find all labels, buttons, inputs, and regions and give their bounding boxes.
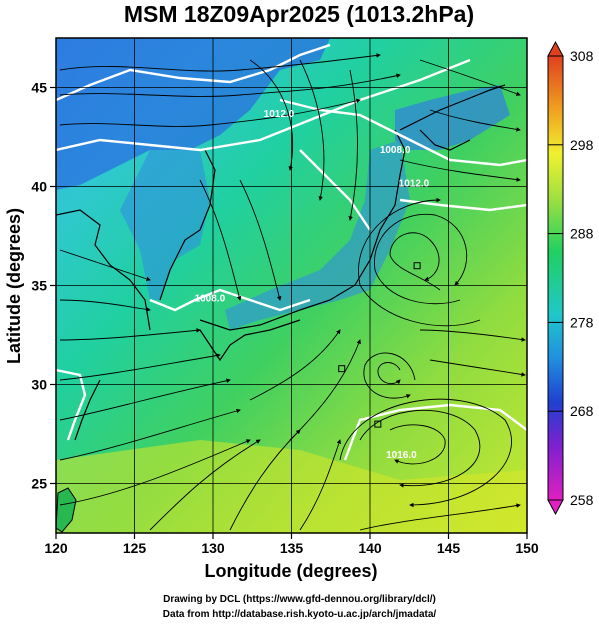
x-axis-ticks: 120 125 130 135 140 145 150	[44, 533, 539, 556]
map-title: MSM 18Z09Apr2025 (1013.2hPa)	[124, 1, 474, 27]
colorbar-tick-label: 298	[570, 137, 594, 153]
y-axis-label: Latitude (degrees)	[4, 208, 24, 364]
cold-region-manchuria	[56, 38, 330, 190]
y-tick-label: 30	[31, 377, 47, 393]
x-tick-label: 130	[201, 540, 225, 556]
colorbar-tick-label: 288	[570, 226, 594, 242]
contour-label: 1008.0	[380, 145, 411, 156]
colorbar-gradient	[547, 55, 564, 501]
contour-label: 1012.0	[399, 179, 430, 190]
credit-data: Data from http://database.rish.kyoto-u.a…	[162, 609, 437, 620]
contour-label: 1008.0	[195, 293, 226, 304]
x-tick-label: 145	[437, 540, 461, 556]
x-tick-label: 120	[44, 540, 68, 556]
low-center-marker	[338, 365, 346, 373]
x-tick-label: 135	[280, 540, 304, 556]
x-tick-label: 140	[358, 540, 382, 556]
colorbar-tick-label: 278	[570, 314, 594, 330]
cold-region-honshu	[225, 140, 410, 330]
wind-streamlines	[59, 53, 526, 531]
colorbar-min-triangle	[547, 499, 564, 516]
colorbar-tick-label: 258	[570, 492, 594, 508]
contour-label: 1012.0	[264, 109, 295, 120]
colorbar-max-triangle	[547, 40, 564, 57]
y-tick-label: 45	[31, 80, 47, 96]
y-axis-ticks: 25 30 35 40 45	[31, 80, 56, 492]
contour-labels: 1012.0 1012.0 1008.0 1008.0 1016.0	[195, 109, 430, 461]
contour-label: 1016.0	[386, 450, 417, 461]
y-tick-label: 40	[31, 179, 47, 195]
map-plot-area: 1012.0 1012.0 1008.0 1008.0 1016.0	[56, 38, 527, 533]
taiwan-island	[56, 487, 77, 533]
colorbar-tick-label: 308	[570, 48, 594, 64]
x-tick-label: 125	[123, 540, 147, 556]
x-axis-label: Longitude (degrees)	[204, 561, 377, 581]
low-center-marker	[413, 262, 421, 270]
coastlines	[56, 84, 506, 441]
pressure-contours	[56, 43, 527, 461]
graticule	[56, 38, 527, 533]
x-tick-label: 150	[515, 540, 539, 556]
y-tick-label: 35	[31, 278, 47, 294]
cold-region-korea	[120, 150, 210, 300]
colorbar-ticks: 258 268 278 288 298 308	[548, 48, 594, 508]
credit-drawing: Drawing by DCL (https://www.gfd-dennou.o…	[163, 594, 436, 605]
y-tick-label: 25	[31, 476, 47, 492]
colorbar-tick-label: 268	[570, 403, 594, 419]
pressure-centers	[338, 262, 421, 428]
colorbar: 258 268 278 288 298 308	[547, 40, 594, 516]
high-center-marker	[374, 420, 382, 428]
